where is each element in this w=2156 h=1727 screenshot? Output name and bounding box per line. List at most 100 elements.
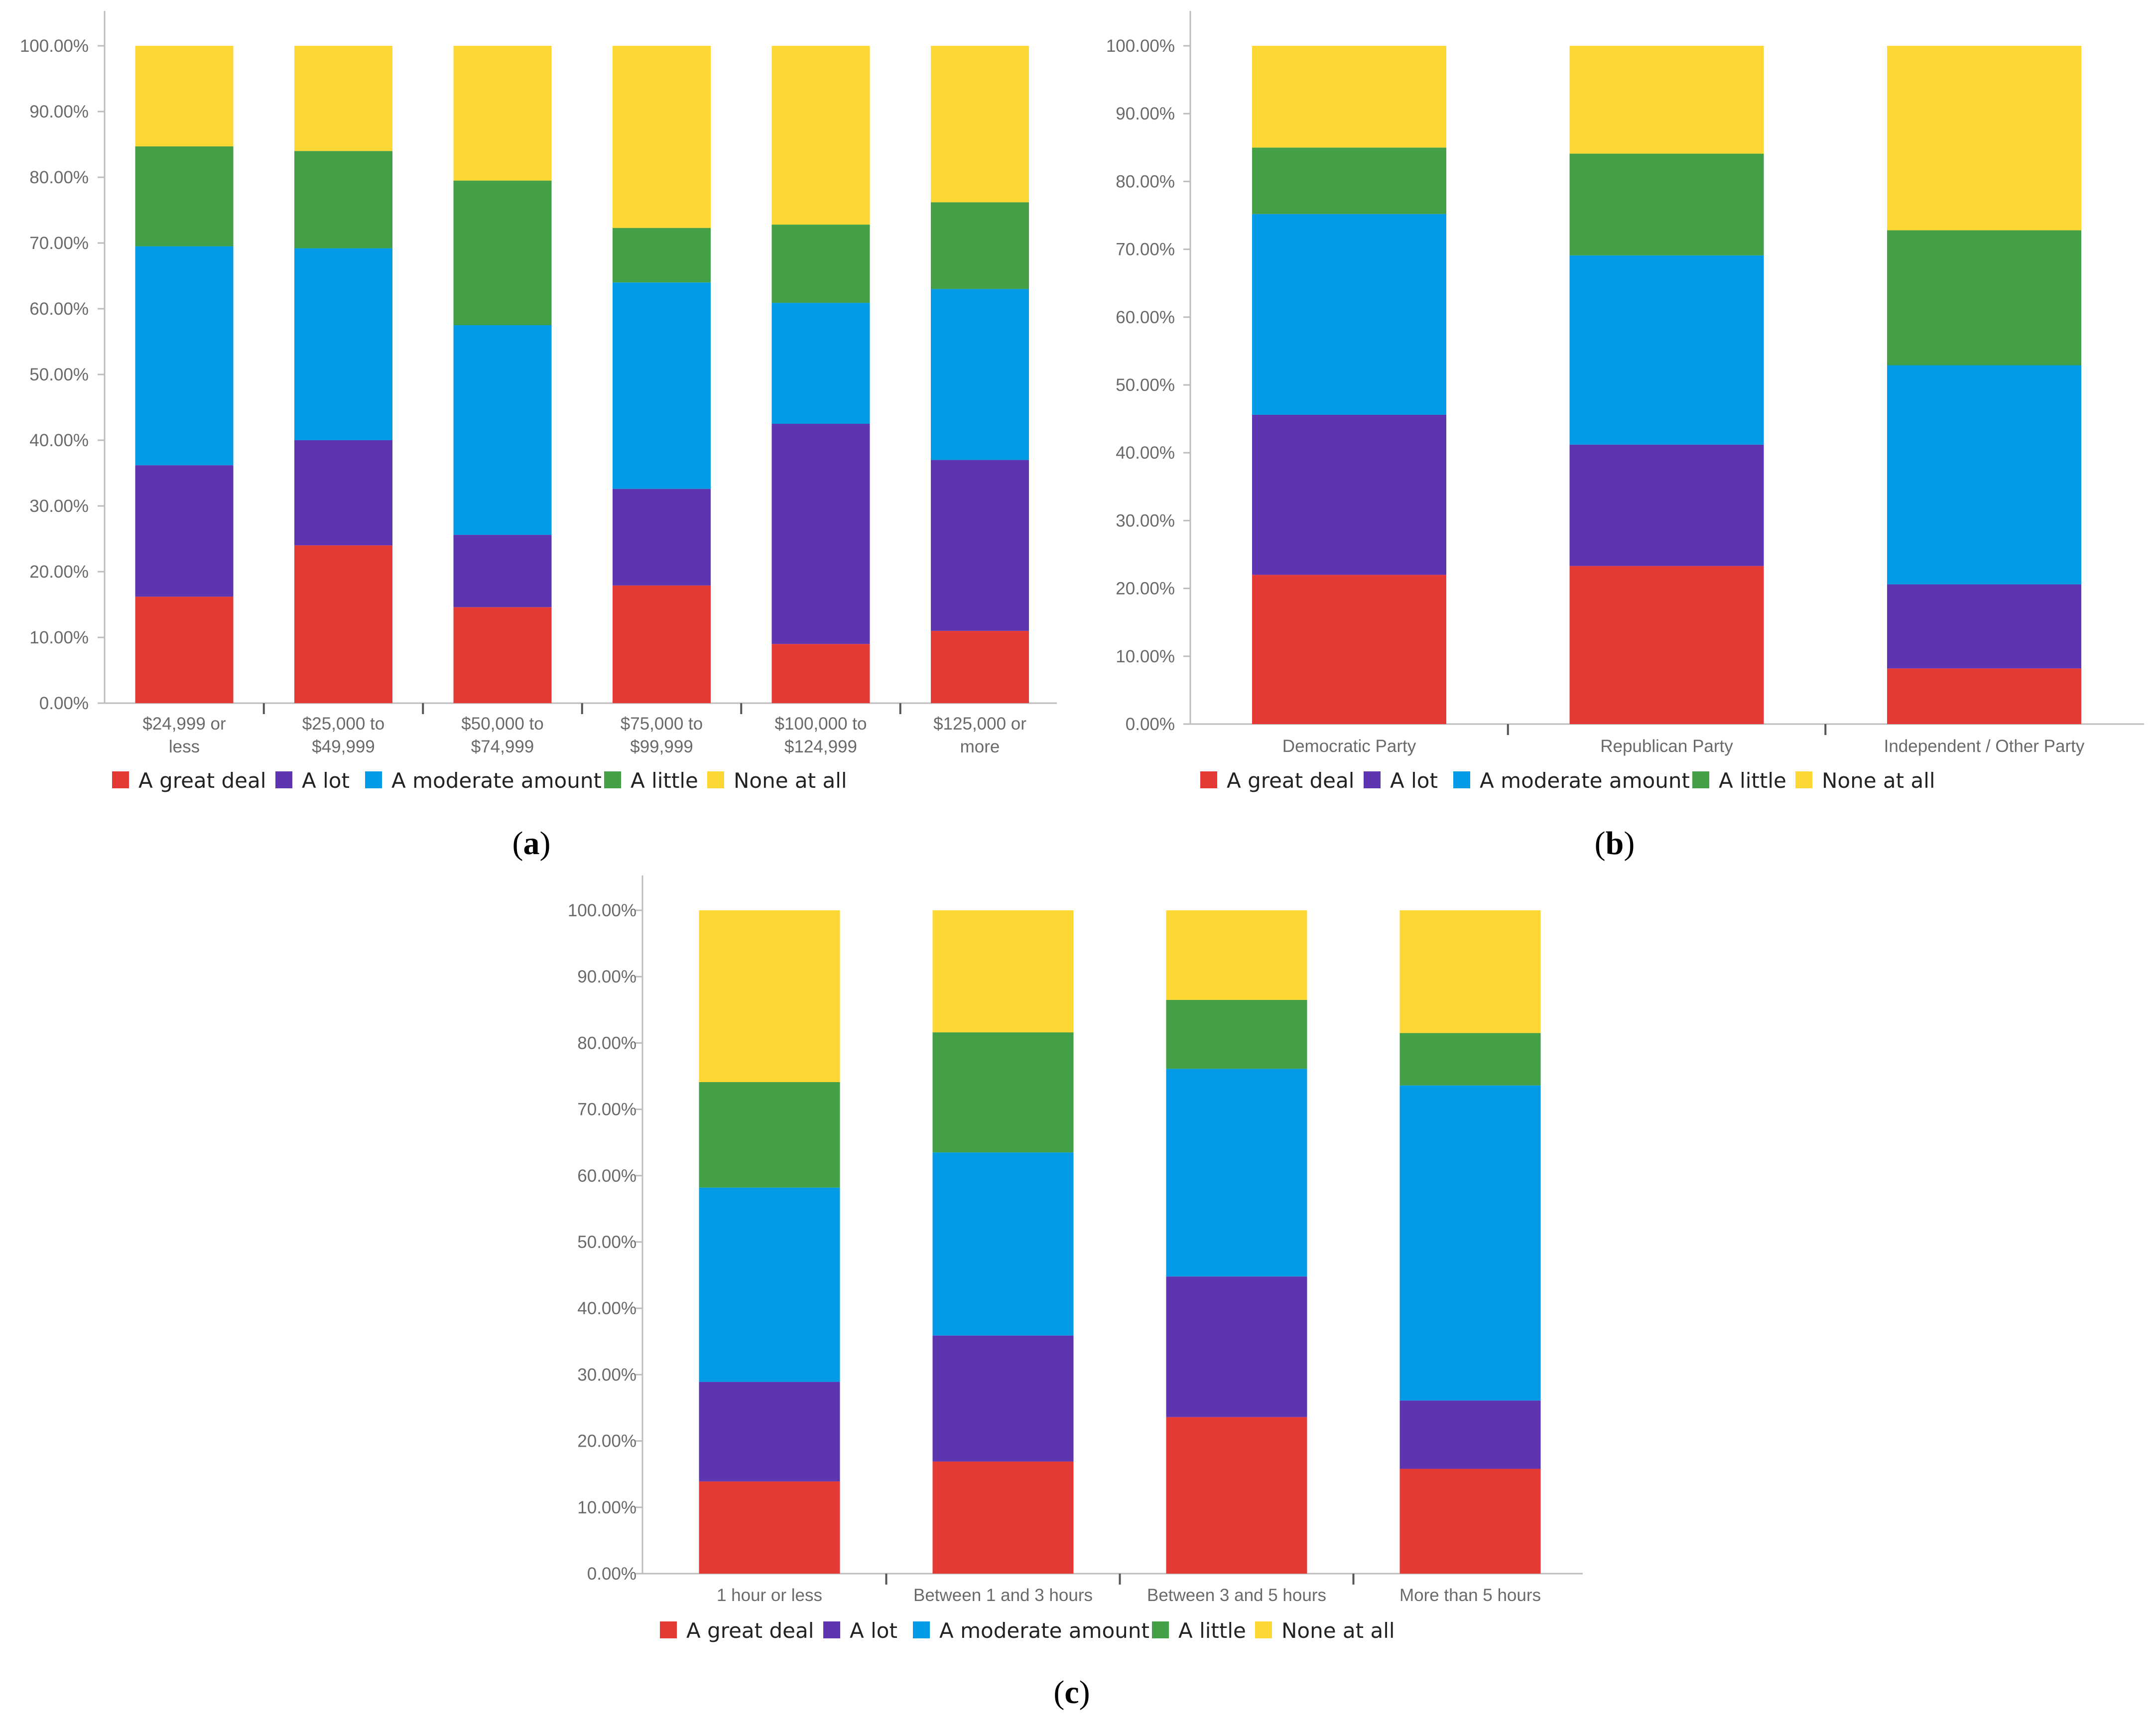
bar-segment-a-little — [613, 228, 711, 283]
legend-label: A moderate amount — [391, 768, 602, 793]
bar-segment-a-great-deal — [699, 1481, 840, 1574]
bar-segment-a-moderate-amount — [771, 303, 870, 424]
x-category-label: $100,000 to — [775, 714, 867, 734]
bar-segment-a-lot — [1569, 444, 1764, 566]
legend-label: A little — [631, 768, 698, 793]
y-tick-label: 70.00% — [29, 234, 89, 253]
bar-segment-a-lot — [453, 535, 552, 608]
y-tick-label: 10.00% — [1116, 647, 1175, 666]
bar-segment-a-little — [135, 146, 234, 247]
bar-segment-none-at-all — [135, 46, 234, 146]
y-tick-label: 100.00% — [568, 901, 636, 920]
x-category-label: $49,999 — [312, 737, 375, 756]
bar-segment-a-little — [931, 202, 1029, 289]
bar-segment-a-little — [1569, 153, 1764, 255]
bar-segment-a-lot — [1887, 584, 2081, 669]
legend-label: A moderate amount — [939, 1618, 1149, 1643]
x-category-label: less — [169, 737, 200, 756]
bar-segment-a-lot — [1252, 414, 1446, 575]
y-tick-label: 10.00% — [29, 628, 89, 647]
bar-segment-none-at-all — [771, 46, 870, 225]
y-tick-label: 100.00% — [1106, 36, 1175, 56]
bar-segment-a-moderate-amount — [1252, 214, 1446, 415]
y-tick-label: 60.00% — [577, 1166, 636, 1186]
x-category-label: more — [960, 737, 1000, 756]
legend-swatch — [1152, 1621, 1169, 1638]
bar-segment-a-moderate-amount — [931, 289, 1029, 460]
y-tick-label: 30.00% — [1116, 511, 1175, 530]
panel-label: (c) — [1053, 1674, 1090, 1711]
bar-segment-none-at-all — [1399, 910, 1541, 1033]
legend-swatch — [112, 771, 129, 788]
x-category-label: $24,999 or — [142, 714, 226, 734]
bar-segment-a-little — [771, 225, 870, 303]
y-tick-label: 40.00% — [577, 1299, 636, 1318]
bar-segment-none-at-all — [1252, 46, 1446, 148]
chart-panel-b: 0.00% 10.00% 20.00% 30.00% 40.00% 50.00% 60.00… — [1106, 11, 2144, 862]
bar-segment-a-great-deal — [613, 585, 711, 703]
panel-label: (a) — [512, 825, 551, 862]
x-category-label: $25,000 to — [302, 714, 384, 734]
y-tick-label: 20.00% — [29, 562, 89, 582]
bar-segment-a-great-deal — [135, 597, 234, 703]
legend-label: A lot — [302, 768, 350, 793]
bar-segment-a-great-deal — [1887, 668, 2081, 724]
x-category-label: 1 hour or less — [717, 1586, 822, 1605]
y-tick-label: 60.00% — [1116, 308, 1175, 327]
y-tick-label: 40.00% — [1116, 443, 1175, 463]
x-category-label: $99,999 — [630, 737, 693, 756]
legend-swatch — [707, 771, 724, 788]
bar-segment-none-at-all — [453, 46, 552, 181]
legend-swatch — [1795, 771, 1812, 788]
bar-segment-a-moderate-amount — [932, 1152, 1074, 1336]
y-tick-label: 30.00% — [29, 496, 89, 516]
bar-segment-a-moderate-amount — [453, 325, 552, 535]
y-tick-label: 50.00% — [577, 1233, 636, 1252]
bar-segment-a-great-deal — [1399, 1469, 1541, 1574]
y-tick-label: 50.00% — [29, 365, 89, 384]
y-tick-label: 0.00% — [1126, 715, 1175, 734]
bar-segment-a-little — [294, 151, 392, 248]
bar-segment-a-moderate-amount — [1166, 1069, 1307, 1277]
legend-label: None at all — [734, 768, 847, 793]
bar-segment-a-great-deal — [932, 1461, 1074, 1574]
legend-label: A moderate amount — [1480, 768, 1690, 793]
legend-label: A lot — [1390, 768, 1438, 793]
legend-swatch — [1453, 771, 1470, 788]
y-tick-label: 90.00% — [1116, 104, 1175, 123]
bar-segment-a-great-deal — [931, 630, 1029, 703]
bar-segment-a-little — [1166, 999, 1307, 1069]
bar-segment-a-moderate-amount — [1569, 255, 1764, 445]
bar-segment-a-little — [453, 180, 552, 325]
x-category-label: Republican Party — [1600, 737, 1733, 756]
legend-swatch — [604, 771, 621, 788]
bar-segment-a-lot — [1399, 1400, 1541, 1469]
y-tick-label: 20.00% — [1116, 579, 1175, 599]
y-tick-label: 100.00% — [20, 36, 89, 56]
legend-swatch — [275, 771, 292, 788]
bar-segment-a-great-deal — [1252, 575, 1446, 724]
x-category-label: Between 3 and 5 hours — [1147, 1586, 1326, 1605]
bar-segment-none-at-all — [1166, 910, 1307, 1000]
bar-segment-a-little — [1887, 230, 2081, 366]
y-tick-label: 70.00% — [577, 1100, 636, 1119]
legend-label: A great deal — [686, 1618, 814, 1643]
bar-segment-a-great-deal — [453, 607, 552, 703]
y-tick-label: 80.00% — [29, 168, 89, 187]
y-tick-label: 0.00% — [39, 694, 89, 713]
bar-segment-a-little — [1252, 147, 1446, 214]
y-tick-label: 90.00% — [577, 967, 636, 987]
y-tick-label: 80.00% — [1116, 172, 1175, 191]
bar-segment-a-great-deal — [294, 545, 392, 703]
bar-segment-a-lot — [771, 424, 870, 644]
legend-swatch — [1364, 771, 1381, 788]
legend-label: None at all — [1822, 768, 1935, 793]
legend-label: A great deal — [1227, 768, 1354, 793]
bar-segment-a-moderate-amount — [613, 282, 711, 489]
bar-segment-a-lot — [932, 1335, 1074, 1462]
x-category-label: $124,999 — [784, 737, 857, 756]
y-tick-label: 50.00% — [1116, 375, 1175, 395]
legend-label: A little — [1719, 768, 1786, 793]
bar-segment-none-at-all — [931, 46, 1029, 203]
